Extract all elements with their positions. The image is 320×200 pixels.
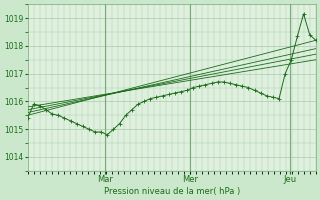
X-axis label: Pression niveau de la mer( hPa ): Pression niveau de la mer( hPa ) <box>104 187 240 196</box>
